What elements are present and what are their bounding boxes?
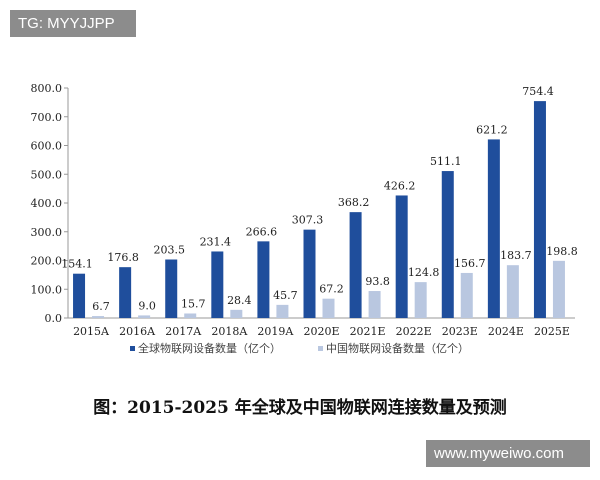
bar-global [119, 267, 132, 318]
x-tick-label: 2019A [257, 325, 294, 338]
x-tick-label: 2023E [442, 325, 478, 338]
bar-china [460, 272, 473, 318]
y-tick-label: 100.0 [31, 283, 63, 296]
y-tick-label: 800.0 [31, 82, 63, 95]
bar-china [414, 282, 427, 318]
data-label: 124.8 [408, 266, 440, 279]
x-tick-label: 2022E [396, 325, 432, 338]
data-label: 754.4 [522, 85, 554, 98]
data-label: 426.2 [384, 179, 416, 192]
data-label: 183.7 [500, 249, 532, 262]
y-tick-label: 0.0 [45, 312, 63, 325]
y-tick-label: 500.0 [31, 168, 63, 181]
bar-global [303, 229, 316, 318]
legend-label: 中国物联网设备数量（亿个） [326, 341, 469, 355]
data-label: 198.8 [546, 245, 578, 258]
x-tick-label: 2025E [534, 325, 570, 338]
bar-global [73, 273, 86, 318]
data-label: 6.7 [92, 300, 110, 313]
x-tick-label: 2020E [303, 325, 339, 338]
y-tick-label: 300.0 [31, 226, 63, 239]
legend-label: 全球物联网设备数量（亿个） [138, 341, 281, 355]
x-tick-label: 2015A [73, 325, 110, 338]
x-tick-label: 2021E [350, 325, 386, 338]
data-label: 93.8 [365, 275, 390, 288]
y-tick-label: 700.0 [31, 111, 63, 124]
data-label: 176.8 [107, 251, 139, 264]
bar-global [349, 212, 362, 318]
data-label: 203.5 [153, 243, 185, 256]
data-label: 307.3 [292, 214, 324, 227]
y-tick-label: 600.0 [31, 140, 63, 153]
data-label: 45.7 [273, 289, 298, 302]
bar-global [487, 139, 500, 318]
chart-title: 图：2015-2025 年全球及中国物联网连接数量及预测 [93, 398, 507, 418]
data-label: 156.7 [454, 257, 486, 270]
bar-china [184, 313, 197, 318]
data-label: 154.1 [61, 258, 93, 271]
x-tick-label: 2024E [488, 325, 524, 338]
watermark-top-left: TG: MYYJJPP [10, 10, 136, 37]
x-tick-label: 2018A [211, 325, 248, 338]
data-label: 67.2 [319, 283, 344, 296]
watermark-bottom-right: www.myweiwo.com [426, 440, 590, 467]
data-label: 621.2 [476, 123, 508, 136]
data-label: 511.1 [430, 155, 462, 168]
bar-china [368, 291, 381, 318]
data-label: 9.0 [138, 299, 156, 312]
bar-china [322, 298, 335, 318]
bar-china [92, 316, 105, 318]
bar-global [211, 251, 224, 318]
bar-global [533, 101, 546, 318]
data-label: 266.6 [246, 225, 278, 238]
bar-china [276, 304, 289, 318]
bar-china [230, 309, 243, 318]
data-label: 28.4 [227, 294, 252, 307]
data-label: 368.2 [338, 196, 370, 209]
x-tick-label: 2017A [165, 325, 202, 338]
legend-swatch-china [318, 346, 323, 351]
bar-global [165, 259, 178, 318]
x-tick-label: 2016A [119, 325, 156, 338]
data-label: 15.7 [181, 297, 206, 310]
y-tick-label: 200.0 [31, 255, 63, 268]
bar-china [138, 315, 151, 318]
bar-global [257, 241, 270, 318]
bar-global [441, 171, 454, 318]
bar-china [552, 260, 565, 318]
legend-swatch-global [130, 346, 135, 351]
bar-china [506, 265, 519, 318]
bar-global [395, 195, 408, 318]
y-tick-label: 400.0 [31, 197, 63, 210]
data-label: 231.4 [200, 235, 232, 248]
